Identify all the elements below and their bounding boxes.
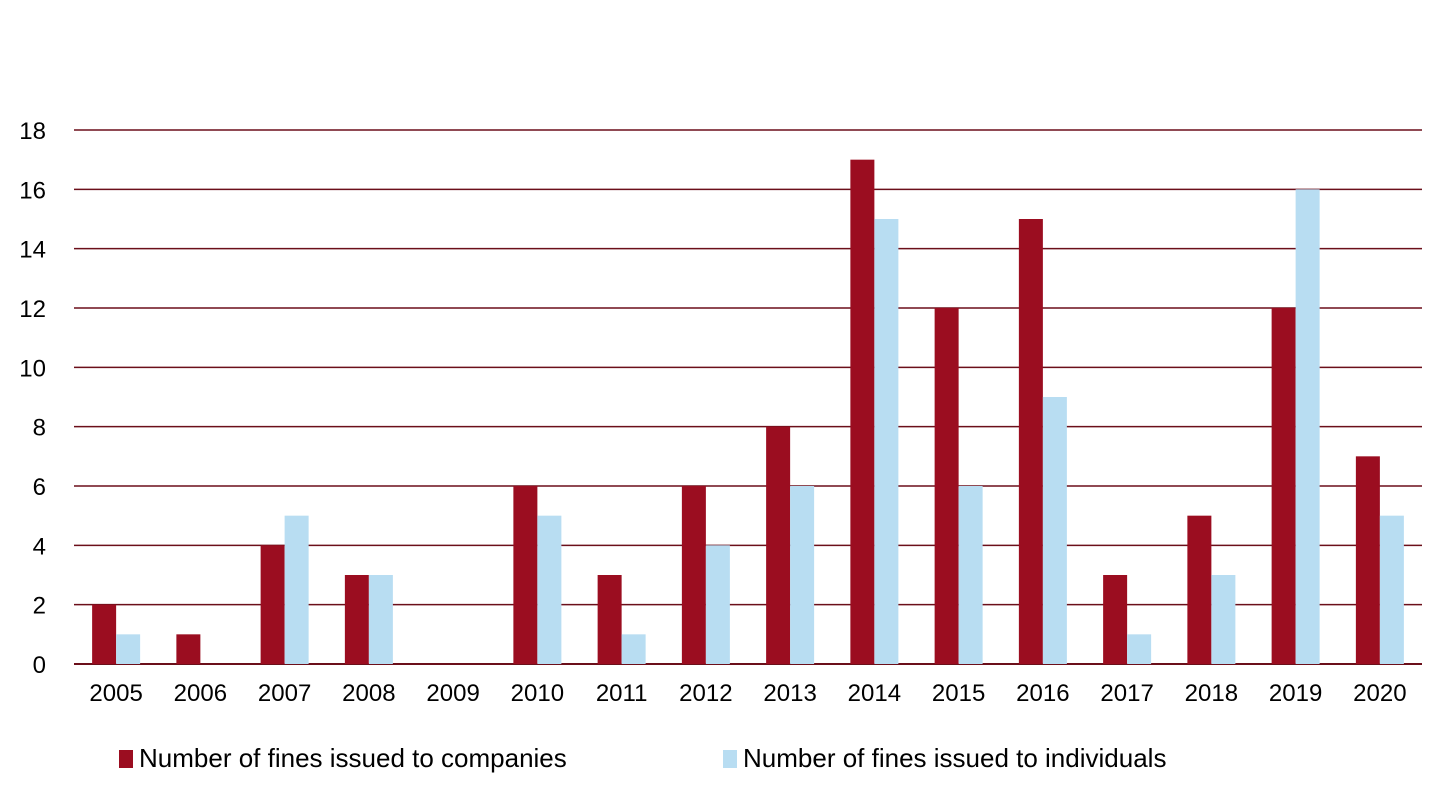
y-tick-label: 0 xyxy=(33,652,46,679)
bar-companies-2020 xyxy=(1355,456,1380,664)
legend-swatch-individuals xyxy=(723,750,737,768)
bar-companies-2012 xyxy=(681,486,706,664)
bar-individuals-2017 xyxy=(1127,634,1152,664)
bar-companies-2013 xyxy=(766,426,791,664)
bar-individuals-2014 xyxy=(874,219,899,664)
bars xyxy=(92,159,1404,665)
bar-companies-2014 xyxy=(850,159,875,664)
bar-companies-2008 xyxy=(344,575,369,664)
legend: Number of fines issued to companies Numb… xyxy=(119,743,1166,773)
bar-companies-2016 xyxy=(1018,219,1043,664)
bar-companies-2019 xyxy=(1271,308,1296,664)
bar-companies-2010 xyxy=(513,486,538,664)
bar-individuals-2015 xyxy=(958,486,983,664)
x-tick-label: 2008 xyxy=(342,680,395,707)
bar-companies-2006 xyxy=(176,634,201,664)
bar-individuals-2011 xyxy=(621,634,646,664)
bar-companies-2005 xyxy=(92,604,117,664)
x-tick-label: 2007 xyxy=(258,680,311,707)
x-tick-label: 2012 xyxy=(679,680,732,707)
y-tick-label: 4 xyxy=(33,533,46,560)
y-tick-label: 12 xyxy=(19,296,46,323)
bar-individuals-2019 xyxy=(1295,189,1320,665)
bar-companies-2017 xyxy=(1103,575,1128,664)
x-tick-label: 2006 xyxy=(174,680,227,707)
x-tick-label: 2018 xyxy=(1185,680,1238,707)
bar-companies-2015 xyxy=(934,308,959,664)
y-tick-label: 14 xyxy=(19,237,46,264)
bar-individuals-2010 xyxy=(537,515,562,664)
x-tick-label: 2014 xyxy=(848,680,901,707)
x-tick-label: 2019 xyxy=(1269,680,1322,707)
y-tick-label: 10 xyxy=(19,355,46,382)
bar-companies-2011 xyxy=(597,575,622,664)
bar-individuals-2008 xyxy=(368,575,393,664)
bar-individuals-2016 xyxy=(1042,397,1067,664)
y-tick-label: 2 xyxy=(33,593,46,620)
legend-swatch-companies xyxy=(119,750,133,768)
x-tick-label: 2013 xyxy=(763,680,816,707)
y-tick-label: 6 xyxy=(33,474,46,501)
y-tick-label: 18 xyxy=(19,118,46,145)
x-tick-label: 2016 xyxy=(1016,680,1069,707)
x-tick-label: 2005 xyxy=(89,680,142,707)
y-axis-tick-labels: 0 2 4 6 8 10 12 14 16 18 xyxy=(19,118,46,679)
bar-individuals-2013 xyxy=(790,486,815,664)
bar-individuals-2007 xyxy=(284,515,309,664)
bar-companies-2007 xyxy=(260,545,285,664)
x-axis-tick-labels: 2005 2006 2007 2008 2009 2010 2011 2012 2013 2014… xyxy=(89,680,1406,707)
legend-label-individuals: Number of fines issued to individuals xyxy=(743,743,1166,773)
bar-individuals-2020 xyxy=(1379,515,1404,664)
y-tick-label: 8 xyxy=(33,415,46,442)
bar-individuals-2018 xyxy=(1211,575,1236,664)
x-tick-label: 2010 xyxy=(511,680,564,707)
legend-label-companies: Number of fines issued to companies xyxy=(139,743,567,773)
bar-companies-2018 xyxy=(1187,515,1212,664)
bar-individuals-2005 xyxy=(116,634,141,664)
x-tick-label: 2017 xyxy=(1100,680,1153,707)
y-tick-label: 16 xyxy=(19,177,46,204)
x-tick-label: 2015 xyxy=(932,680,985,707)
x-tick-label: 2020 xyxy=(1353,680,1406,707)
x-tick-label: 2011 xyxy=(596,680,648,707)
bar-individuals-2012 xyxy=(705,545,730,664)
x-tick-label: 2009 xyxy=(426,680,479,707)
